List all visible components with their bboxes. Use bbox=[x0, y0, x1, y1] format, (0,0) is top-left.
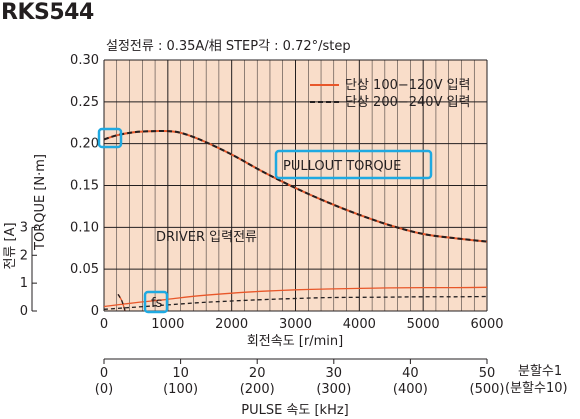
pulse-tick-label-div10: (0) bbox=[95, 382, 113, 397]
x-tick-label: 3000 bbox=[279, 317, 312, 332]
fs-box bbox=[143, 290, 169, 314]
x-tick-label: 6000 bbox=[470, 317, 503, 332]
pulse-tick-label-div10: (500) bbox=[470, 382, 505, 397]
y-tick-label: 0.10 bbox=[70, 220, 99, 235]
y-tick-label: 0.30 bbox=[70, 53, 99, 68]
x-tick-label: 0 bbox=[100, 317, 108, 332]
pulse-tick-label-div10: (100) bbox=[163, 382, 198, 397]
x-tick-label: 2000 bbox=[215, 317, 248, 332]
legend-label-200v: 단상 200−240V 입력 bbox=[345, 95, 471, 110]
series-200v-torque-line bbox=[103, 129, 488, 243]
model-title: RKS544 bbox=[1, 0, 94, 25]
pulse-tick-label: 40 bbox=[402, 366, 419, 381]
y2-axis-label: 전류 [A] bbox=[3, 222, 18, 269]
pulse-tick-label-div10: (200) bbox=[240, 382, 275, 397]
conditions-text: 설정전류 : 0.35A/相 STEP각 : 0.72°/step bbox=[106, 39, 351, 54]
y2-tick-label: 0 bbox=[20, 304, 28, 319]
driver-current-label: DRIVER 입력전류 bbox=[156, 230, 257, 245]
pulse-tick-label-div10: (300) bbox=[316, 382, 351, 397]
x-axis-label: 회전속도 [r/min] bbox=[247, 334, 343, 349]
y-tick-label: 0.25 bbox=[70, 95, 99, 110]
y-axis-label: TORQUE [N·m] bbox=[33, 154, 48, 251]
start-torque-box bbox=[97, 127, 123, 149]
pullout-torque-box bbox=[274, 149, 433, 180]
pulse-div10-label: (분할수10) bbox=[505, 381, 568, 396]
y2-tick-label: 3 bbox=[20, 220, 28, 235]
legend-label-100v: 단상 100−120V 입력 bbox=[345, 78, 471, 93]
pulse-tick-label: 10 bbox=[172, 366, 189, 381]
pulse-tick-label: 0 bbox=[100, 366, 108, 381]
fs-label: fs bbox=[151, 296, 163, 311]
y-tick-label: 0.15 bbox=[70, 179, 99, 194]
y2-tick-label: 2 bbox=[20, 248, 28, 263]
x2-axis-label: PULSE 속도 [kHz] bbox=[241, 403, 349, 418]
x-tick-label: 5000 bbox=[407, 317, 440, 332]
y-tick-label: 0 bbox=[91, 304, 99, 319]
pulse-tick-label: 20 bbox=[249, 366, 266, 381]
pulse-div1-label: 분할수1 bbox=[518, 364, 562, 379]
x-tick-label: 4000 bbox=[343, 317, 376, 332]
y-tick-label: 0.20 bbox=[70, 137, 99, 152]
series-200v-fs-line bbox=[117, 293, 126, 312]
pullout-torque-label: PULLOUT TORQUE bbox=[283, 159, 401, 174]
pulse-tick-label-div10: (400) bbox=[393, 382, 428, 397]
pulse-tick-label: 50 bbox=[479, 366, 496, 381]
y2-tick-label: 1 bbox=[20, 276, 28, 291]
pulse-tick-label: 30 bbox=[326, 366, 343, 381]
x-tick-label: 1000 bbox=[151, 317, 184, 332]
y-tick-label: 0.05 bbox=[70, 262, 99, 277]
